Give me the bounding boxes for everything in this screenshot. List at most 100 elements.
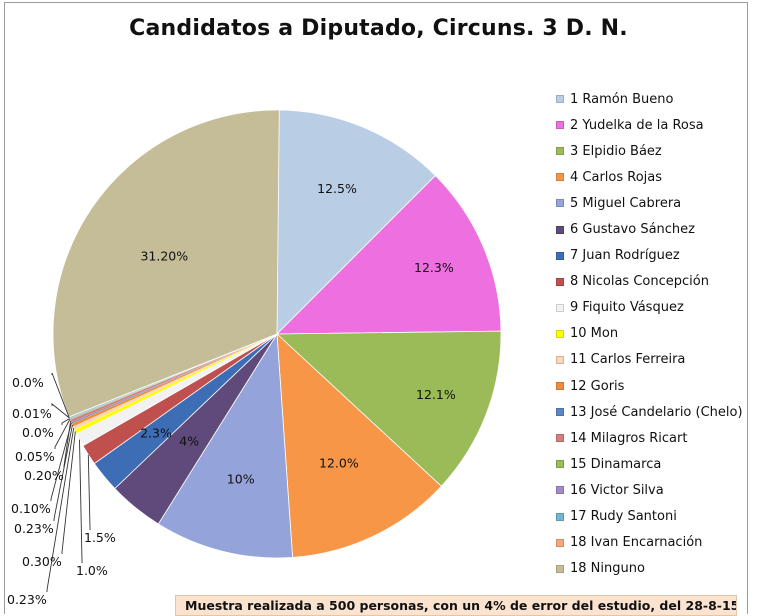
pie-slice bbox=[275, 330, 502, 487]
legend-item: 14 Milagros Ricart bbox=[556, 425, 746, 451]
legend-swatch bbox=[556, 538, 564, 547]
leader-line bbox=[61, 418, 70, 425]
leader-line bbox=[50, 422, 72, 501]
slice-label: 0.23% bbox=[14, 521, 54, 536]
legend-label: 10 Mon bbox=[570, 326, 619, 342]
slice-label: 12.5% bbox=[317, 181, 357, 196]
legend-label: 5 Miguel Cabrera bbox=[570, 195, 682, 211]
slice-label: 1.5% bbox=[84, 530, 116, 545]
leader-line bbox=[54, 419, 71, 449]
pie-slice bbox=[52, 109, 280, 418]
slice-label: 0.0% bbox=[22, 425, 54, 440]
slice-label: 0.0% bbox=[12, 375, 44, 390]
legend-label: 1 Ramón Bueno bbox=[570, 91, 674, 107]
leader-line bbox=[51, 403, 70, 419]
legend-swatch bbox=[556, 460, 564, 469]
legend-swatch bbox=[556, 382, 564, 391]
legend-item: 12 Goris bbox=[556, 373, 746, 399]
legend-item: 16 Victor Silva bbox=[556, 477, 746, 503]
legend-item: 2 Yudelka de la Rosa bbox=[556, 112, 746, 138]
legend-item: 13 José Candelario (Chelo) bbox=[556, 399, 746, 425]
legend-item: 3 Elpidio Báez bbox=[556, 138, 746, 164]
legend-label: 18 Ninguno bbox=[570, 561, 645, 577]
legend-item: 7 Juan Rodríguez bbox=[556, 243, 746, 269]
leader-line bbox=[46, 428, 75, 592]
legend-swatch bbox=[556, 173, 564, 182]
slice-label: 0.05% bbox=[15, 449, 55, 464]
slice-label: 2.3% bbox=[140, 426, 172, 441]
legend-swatch bbox=[556, 251, 564, 260]
slice-label: 31.20% bbox=[140, 249, 188, 264]
legend: 1 Ramón Bueno 2 Yudelka de la Rosa 3 Elpid… bbox=[556, 86, 746, 582]
legend-swatch bbox=[556, 303, 564, 312]
legend-swatch bbox=[556, 434, 564, 443]
legend-swatch bbox=[556, 225, 564, 234]
legend-swatch bbox=[556, 199, 564, 208]
slice-label: 0.23% bbox=[7, 592, 47, 607]
legend-item: 1 Ramón Bueno bbox=[556, 86, 746, 112]
legend-label: 9 Fiquito Vásquez bbox=[570, 300, 684, 316]
legend-label: 3 Elpidio Báez bbox=[570, 143, 662, 159]
leader-line bbox=[51, 372, 70, 418]
legend-item: 10 Mon bbox=[556, 321, 746, 347]
legend-item: 4 Carlos Rojas bbox=[556, 164, 746, 190]
legend-label: 17 Rudy Santoni bbox=[570, 509, 677, 525]
leader-line bbox=[53, 425, 73, 521]
slice-label: 0.10% bbox=[11, 501, 51, 516]
legend-swatch bbox=[556, 355, 564, 364]
slice-label: 0.30% bbox=[22, 554, 62, 569]
legend-item: 17 Rudy Santoni bbox=[556, 504, 746, 530]
slice-label: 12.0% bbox=[319, 455, 359, 470]
legend-item: 6 Gustavo Sánchez bbox=[556, 216, 746, 242]
leader-line bbox=[87, 454, 91, 530]
pie-slice bbox=[276, 175, 502, 335]
legend-swatch bbox=[556, 486, 564, 495]
pie-slice bbox=[276, 333, 442, 558]
legend-label: 2 Yudelka de la Rosa bbox=[570, 117, 704, 133]
slice-label: 4% bbox=[179, 434, 199, 449]
legend-swatch bbox=[556, 121, 564, 130]
legend-item: 18 Ivan Encarnación bbox=[556, 530, 746, 556]
legend-swatch bbox=[556, 277, 564, 286]
legend-swatch bbox=[556, 408, 564, 417]
pie-slices bbox=[52, 109, 502, 559]
slice-label: 10% bbox=[227, 472, 255, 487]
slice-label: 12.1% bbox=[416, 387, 456, 402]
legend-label: 16 Victor Silva bbox=[570, 482, 664, 498]
legend-label: 15 Dinamarca bbox=[570, 456, 662, 472]
slice-label: 0.01% bbox=[12, 406, 52, 421]
pie-slice bbox=[157, 332, 294, 559]
leader-line bbox=[63, 421, 72, 468]
legend-swatch bbox=[556, 95, 564, 104]
legend-item: 11 Carlos Ferreira bbox=[556, 347, 746, 373]
legend-item: 8 Nicolas Concepción bbox=[556, 269, 746, 295]
legend-item: 5 Miguel Cabrera bbox=[556, 190, 746, 216]
legend-item: 9 Fiquito Vásquez bbox=[556, 295, 746, 321]
legend-label: 6 Gustavo Sánchez bbox=[570, 222, 695, 238]
legend-label: 18 Ivan Encarnación bbox=[570, 535, 703, 551]
legend-swatch bbox=[556, 329, 564, 338]
footnote: Muestra realizada a 500 personas, con un… bbox=[175, 595, 737, 616]
legend-item: 18 Ninguno bbox=[556, 556, 746, 582]
legend-item: 15 Dinamarca bbox=[556, 451, 746, 477]
pie-slice bbox=[276, 109, 436, 335]
slice-label: 1.0% bbox=[76, 563, 108, 578]
legend-label: 14 Milagros Ricart bbox=[570, 430, 688, 446]
leader-line bbox=[79, 439, 83, 563]
legend-swatch bbox=[556, 512, 564, 521]
legend-label: 12 Goris bbox=[570, 378, 625, 394]
leader-lines bbox=[46, 372, 91, 592]
legend-label: 4 Carlos Rojas bbox=[570, 169, 663, 185]
legend-swatch bbox=[556, 147, 564, 156]
legend-label: 7 Juan Rodríguez bbox=[570, 248, 680, 264]
leader-line bbox=[61, 431, 76, 554]
legend-label: 8 Nicolas Concepción bbox=[570, 274, 709, 290]
legend-label: 11 Carlos Ferreira bbox=[570, 352, 686, 368]
chart-title: Candidatos a Diputado, Circuns. 3 D. N. bbox=[129, 16, 628, 41]
legend-swatch bbox=[556, 564, 564, 573]
slice-label: 0.20% bbox=[24, 468, 64, 483]
legend-label: 13 José Candelario (Chelo) bbox=[570, 404, 743, 420]
slice-label: 12.3% bbox=[414, 260, 454, 275]
slice-labels: 12.5% 12.3% 12.1% 12.0% 10% 4% 2.3% 1.5% 1.0% 0.3… bbox=[7, 181, 456, 607]
